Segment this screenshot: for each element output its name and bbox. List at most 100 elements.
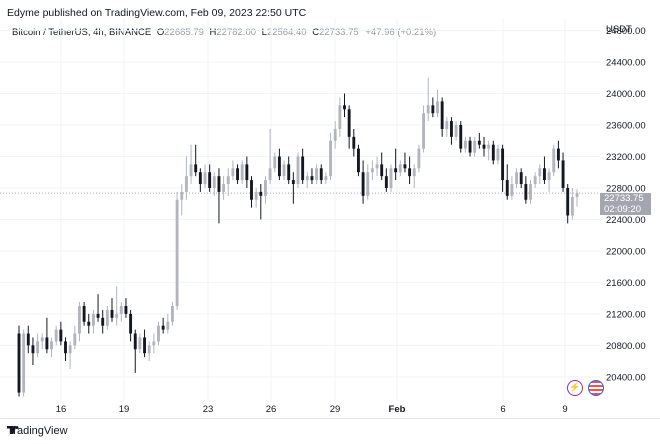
candle-body bbox=[73, 333, 77, 346]
footer-bar bbox=[0, 418, 660, 444]
price-tick-label: 20800.00 bbox=[606, 341, 646, 352]
candle-body bbox=[287, 164, 291, 181]
candle-body bbox=[101, 317, 105, 326]
candle-body bbox=[91, 313, 95, 326]
lightning-icon[interactable]: ⚡ bbox=[567, 380, 583, 396]
candle-body bbox=[119, 306, 123, 314]
candle-body bbox=[305, 176, 309, 181]
candle-body bbox=[82, 306, 86, 322]
candle-body bbox=[556, 148, 560, 161]
publisher-line: Edyme published on TradingView.com, Feb … bbox=[7, 7, 307, 19]
time-tick-label: 19 bbox=[119, 404, 130, 415]
candle-body bbox=[375, 164, 379, 169]
candle-body bbox=[138, 337, 142, 350]
candle-body bbox=[473, 140, 477, 153]
candle-body bbox=[236, 168, 239, 181]
candle-body bbox=[417, 148, 421, 169]
candle-body bbox=[463, 140, 467, 149]
ohlc-legend: Bitcoin / TetherUS, 4h, BINANCE O22685.7… bbox=[12, 27, 436, 38]
candle-body bbox=[180, 191, 184, 200]
candle-body bbox=[171, 306, 174, 322]
candle-body bbox=[231, 168, 235, 177]
candle-body bbox=[161, 325, 165, 330]
candle-body bbox=[524, 184, 528, 200]
candle-body bbox=[403, 164, 407, 169]
candle-body bbox=[570, 196, 574, 216]
candle-body bbox=[26, 333, 30, 346]
candle-body bbox=[184, 176, 188, 192]
candle-body bbox=[226, 176, 230, 185]
candle-body bbox=[333, 128, 337, 141]
candle-body bbox=[384, 176, 388, 188]
candle-body bbox=[22, 333, 26, 393]
high-value: 22782.00 bbox=[216, 27, 257, 38]
candle-body bbox=[533, 176, 537, 185]
low-label: L bbox=[261, 27, 267, 38]
candle-body bbox=[370, 168, 374, 173]
candle-body bbox=[175, 199, 179, 306]
candle-body bbox=[431, 105, 435, 114]
candle-body bbox=[96, 313, 100, 318]
candle-body bbox=[561, 160, 565, 188]
time-tick-label: 6 bbox=[500, 404, 505, 415]
candle-body bbox=[194, 164, 198, 173]
price-tick-label: 23600.00 bbox=[606, 121, 646, 132]
candle-body bbox=[482, 144, 486, 149]
candle-body bbox=[515, 172, 518, 185]
open-value: 22685.79 bbox=[164, 27, 204, 38]
candle-body bbox=[519, 172, 523, 185]
time-tick-label: 23 bbox=[203, 404, 214, 415]
tradingview-logo-icon bbox=[7, 426, 19, 434]
currency-label[interactable]: USDT bbox=[606, 24, 632, 35]
candle-body bbox=[361, 172, 365, 196]
candle-body bbox=[445, 121, 449, 129]
candle-body bbox=[324, 176, 328, 181]
price-tick-label: 23200.00 bbox=[606, 152, 646, 163]
candle-body bbox=[277, 156, 281, 177]
candle-body bbox=[477, 140, 481, 145]
candle-body bbox=[566, 187, 570, 216]
candle-body bbox=[487, 144, 491, 149]
price-tick-label: 24400.00 bbox=[606, 58, 646, 69]
close-value: 22733.75 bbox=[319, 27, 359, 38]
candle-body bbox=[510, 184, 514, 196]
price-tick-label: 22000.00 bbox=[606, 246, 646, 257]
candle-body bbox=[189, 164, 193, 177]
candle-body bbox=[40, 337, 44, 342]
candle-body bbox=[538, 168, 542, 177]
high-label: H bbox=[209, 27, 217, 38]
candle-body bbox=[440, 101, 444, 129]
candle-body bbox=[198, 172, 202, 185]
price-tick-label: 24000.00 bbox=[606, 89, 646, 100]
symbol-title[interactable]: Bitcoin / TetherUS, 4h, BINANCE bbox=[12, 27, 152, 38]
candle-body bbox=[110, 309, 114, 318]
candle-body bbox=[64, 341, 67, 354]
candle-body bbox=[268, 168, 272, 181]
time-tick-label: Feb bbox=[389, 404, 406, 415]
candle-body bbox=[450, 121, 453, 137]
candle-body bbox=[529, 184, 532, 200]
candle-body bbox=[389, 168, 393, 188]
candle-body bbox=[264, 180, 267, 196]
candle-body bbox=[240, 164, 244, 181]
candle-body bbox=[491, 144, 495, 161]
candle-body bbox=[412, 168, 416, 177]
candle-body bbox=[68, 345, 72, 354]
price-tick-label: 21600.00 bbox=[606, 278, 646, 289]
candle-body bbox=[426, 105, 430, 114]
candle-body bbox=[547, 172, 551, 181]
candle-body bbox=[291, 180, 295, 185]
candle-body bbox=[338, 105, 342, 129]
candle-body bbox=[208, 172, 212, 188]
candle-body bbox=[129, 313, 133, 334]
tradingview-brand[interactable]: TradingView bbox=[7, 425, 68, 437]
candle-body bbox=[17, 333, 21, 393]
candle-body bbox=[459, 125, 463, 149]
us-flag-icon[interactable] bbox=[588, 380, 604, 396]
candle-body bbox=[315, 168, 319, 181]
low-value: 22564.40 bbox=[266, 27, 307, 38]
price-tick-label: 24800.00 bbox=[606, 26, 646, 37]
candlestick-chart[interactable]: 20400.00 20800.00 21200.00 21600.00 22000.00… bbox=[0, 0, 660, 418]
candle-body bbox=[222, 184, 226, 192]
candle-body bbox=[366, 172, 370, 196]
